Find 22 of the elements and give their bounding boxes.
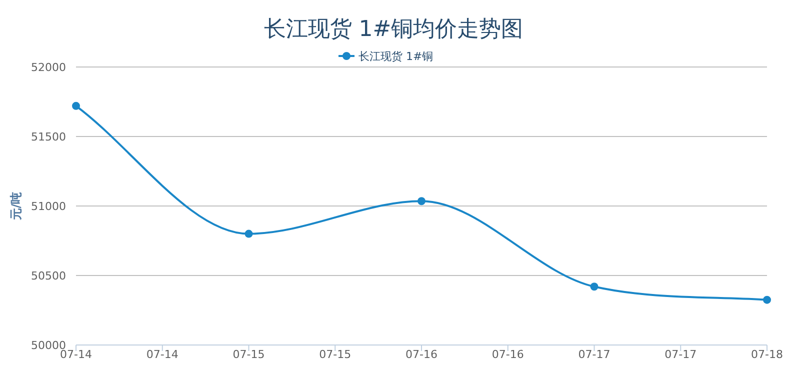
y-axis-title: 元/吨 [9,192,23,222]
y-tick-label: 51000 [31,200,66,213]
x-tick-label: 07-15 [319,348,352,361]
x-tick-label: 07-17 [664,348,697,361]
x-tick-label: 07-16 [406,348,438,361]
y-tick-label: 52000 [31,61,66,74]
x-tick-label: 07-15 [232,348,265,361]
x-tick-label: 07-16 [492,348,524,361]
chart-title: 长江现货 1#铜均价走势图 [264,17,524,42]
x-tick-label: 07-14 [146,348,178,361]
legend: 长江现货 1#铜 [338,50,434,63]
legend-label: 长江现货 1#铜 [358,50,434,63]
x-tick-label: 07-14 [60,348,92,361]
point [244,230,253,238]
point [763,296,771,304]
x-tick-label: 07-18 [751,348,783,361]
point [590,282,598,291]
point [418,197,426,206]
y-tick-label: 51500 [31,130,66,144]
x-tick-label: 07-17 [578,348,610,361]
point [72,102,80,110]
y-tick-label: 50500 [31,270,66,282]
